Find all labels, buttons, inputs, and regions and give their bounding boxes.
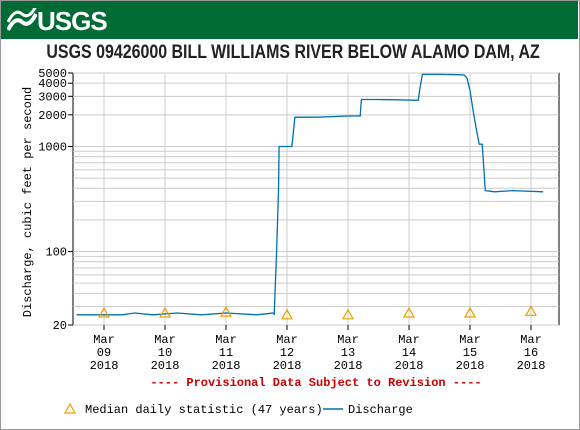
x-tick-label: 10	[158, 346, 172, 360]
y-tick-label: 4000	[38, 77, 67, 91]
x-tick-label: 15	[463, 346, 477, 360]
x-tick-label: Mar	[276, 333, 298, 347]
y-tick-label: 1000	[38, 140, 67, 154]
x-tick-label: 2018	[90, 359, 119, 373]
x-tick-label: Mar	[520, 333, 542, 347]
x-tick-label: 2018	[334, 359, 363, 373]
usgs-wave-icon	[7, 8, 37, 31]
x-tick-label: Mar	[337, 333, 359, 347]
x-tick-label: Mar	[398, 333, 420, 347]
legend-discharge-label: Discharge	[348, 403, 413, 417]
x-tick-label: Mar	[154, 333, 176, 347]
median-marker	[97, 306, 111, 318]
x-tick-label: 2018	[456, 359, 485, 373]
median-markers	[97, 305, 538, 320]
median-marker	[219, 305, 233, 317]
discharge-line	[76, 73, 544, 316]
x-tick-label: 12	[280, 346, 294, 360]
legend: Median daily statistic (47 years) Discha…	[63, 402, 413, 417]
y-tick-label: 5000	[38, 67, 67, 81]
legend-median-label: Median daily statistic (47 years)	[85, 403, 323, 417]
y-tick-label: 3000	[38, 90, 67, 104]
legend-median-marker-icon	[63, 402, 77, 414]
x-tick-label: Mar	[459, 333, 481, 347]
usgs-logo-text: USGS	[37, 6, 108, 36]
x-tick-label: 2018	[212, 359, 241, 373]
median-marker	[280, 308, 294, 320]
x-tick-label: 09	[97, 346, 111, 360]
axes: 2010010002000300040005000Mar092018Mar102…	[38, 67, 545, 373]
y-tick-label: 2000	[38, 109, 67, 123]
plot-area	[72, 72, 560, 326]
grid-lines	[73, 72, 559, 326]
y-tick-label: 100	[45, 246, 67, 260]
series-layer	[76, 73, 544, 316]
x-tick-label: 2018	[273, 359, 302, 373]
x-tick-label: 16	[524, 346, 538, 360]
x-tick-label: 2018	[395, 359, 424, 373]
median-marker	[524, 305, 538, 316]
median-marker	[341, 308, 355, 320]
usgs-banner: USGS	[1, 1, 578, 39]
x-tick-label: Mar	[215, 333, 237, 347]
y-axis-label: Discharge, cubic feet per second	[21, 87, 35, 317]
x-tick-label: 2018	[151, 359, 180, 373]
x-tick-label: 11	[219, 346, 233, 360]
provisional-note: ---- Provisional Data Subject to Revisio…	[150, 376, 481, 390]
usgs-logo[interactable]: USGS	[7, 6, 108, 36]
x-tick-label: Mar	[93, 333, 115, 347]
median-marker	[463, 306, 477, 318]
chart-title: USGS 09426000 BILL WILLIAMS RIVER BELOW …	[46, 42, 540, 63]
median-marker	[402, 306, 416, 318]
y-tick-label: 20	[53, 319, 67, 333]
x-tick-label: 14	[402, 346, 416, 360]
median-marker	[158, 306, 172, 318]
x-tick-label: 2018	[517, 359, 546, 373]
x-tick-label: 13	[341, 346, 355, 360]
